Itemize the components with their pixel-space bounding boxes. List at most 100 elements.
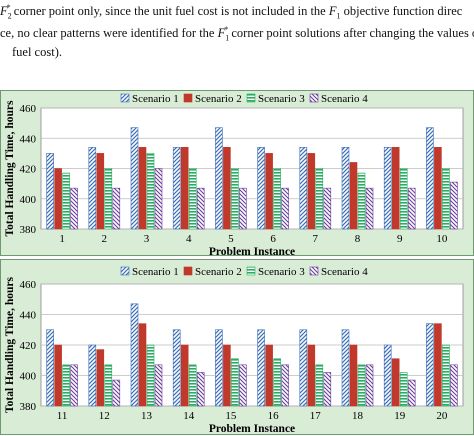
y-tick-label: 380 — [20, 224, 37, 236]
bar-scenario-4 — [196, 372, 205, 407]
bar-scenario-3 — [442, 168, 450, 230]
legend-label: Scenario 4 — [321, 93, 368, 105]
y-tick-label: 420 — [20, 164, 37, 176]
bar-scenario-1 — [426, 323, 434, 407]
bar-scenario-3 — [357, 364, 366, 407]
legend-swatch — [183, 266, 193, 276]
legend-swatch — [120, 266, 130, 276]
legend-label: Scenario 4 — [321, 266, 368, 278]
y-axis-title: Total Handling Time, hours — [4, 100, 16, 236]
bar-scenario-2 — [349, 344, 358, 407]
bar-scenario-3 — [188, 364, 197, 407]
bar-scenario-1 — [383, 147, 392, 230]
bar-scenario-4 — [239, 364, 247, 407]
bar-scenario-2 — [96, 349, 105, 407]
math-sub: 1 — [336, 11, 341, 21]
chart-panel-1: 380 400 420 440 460 Total Handling Time, hour… — [0, 90, 474, 257]
legend-label: Scenario 3 — [258, 266, 305, 278]
math-var: F — [217, 26, 226, 41]
paragraph-line-1: F2* corner point only, since the unit fu… — [0, 0, 474, 25]
bar-scenario-1 — [130, 127, 139, 230]
x-tick-label: 6 — [270, 233, 276, 245]
bar-scenario-4 — [281, 187, 289, 230]
bar-scenario-4 — [154, 168, 163, 230]
y-tick-label: 420 — [20, 340, 37, 352]
bar-scenario-2 — [54, 344, 62, 407]
x-tick-label: 10 — [436, 233, 448, 245]
text-span: fuel cost). — [12, 45, 62, 59]
bar-scenario-4 — [365, 187, 374, 230]
bar-scenario-3 — [357, 172, 366, 230]
x-tick-label: 4 — [186, 233, 192, 245]
bar-scenario-3 — [315, 364, 324, 407]
legend-swatch — [246, 93, 256, 103]
bar-scenario-2 — [349, 162, 358, 230]
x-tick-label: 18 — [352, 410, 364, 422]
bar-scenario-1 — [130, 303, 139, 407]
bar-scenario-4 — [196, 187, 205, 230]
bar-scenario-4 — [112, 187, 121, 230]
x-tick-label: 7 — [313, 233, 319, 245]
bar-scenario-2 — [307, 344, 316, 407]
chart-panel-2: 380 400 420 440 460 Total Handling Time, hour… — [0, 259, 474, 435]
x-tick-label: 14 — [183, 410, 195, 422]
x-axis-title: Problem Instance — [209, 423, 295, 435]
bar-scenario-2 — [180, 344, 189, 407]
text-span: corner point solutions after changing th… — [228, 26, 474, 41]
chart-2-svg: 380 400 420 440 460 Total Handling Time, hour… — [4, 266, 464, 435]
bar-scenario-2 — [138, 323, 147, 407]
bar-scenario-4 — [281, 364, 289, 407]
bar-scenario-2 — [223, 344, 231, 407]
bar-scenario-2 — [307, 153, 316, 230]
bar-scenario-4 — [239, 187, 247, 230]
bar-scenario-2 — [265, 344, 273, 407]
bar-scenario-1 — [426, 127, 434, 230]
bar-scenario-4 — [407, 379, 416, 407]
bar-scenario-1 — [88, 344, 97, 407]
x-tick-label: 11 — [57, 410, 68, 422]
paragraph-line-3: fuel cost). — [12, 44, 474, 60]
bar-scenario-3 — [62, 172, 70, 230]
bar-scenario-4 — [112, 379, 121, 407]
bar-scenario-1 — [46, 329, 54, 407]
math-var: F — [328, 4, 337, 19]
legend-swatch — [120, 93, 130, 103]
legend-swatch — [183, 93, 193, 103]
x-tick-label: 13 — [141, 410, 153, 422]
bar-scenario-2 — [138, 147, 147, 230]
bar-scenario-4 — [450, 181, 458, 230]
math-sup: * — [6, 3, 11, 12]
y-axis-title: Total Handling Time, hours — [4, 277, 16, 413]
x-tick-label: 15 — [225, 410, 237, 422]
x-tick-label: 5 — [228, 233, 234, 245]
bar-scenario-1 — [257, 329, 265, 407]
bar-scenario-4 — [365, 364, 374, 407]
bar-scenario-2 — [434, 323, 442, 407]
bar-scenario-2 — [265, 153, 273, 230]
bar-scenario-2 — [180, 147, 189, 230]
chart-1-svg: 380 400 420 440 460 Total Handling Time, hour… — [4, 93, 464, 257]
text-span: corner point only, since the unit fuel c… — [10, 4, 329, 19]
y-tick-label: 440 — [20, 310, 37, 322]
text-span: objective function direc — [340, 4, 463, 19]
bar-scenario-3 — [104, 168, 113, 230]
bar-scenario-1 — [88, 147, 97, 230]
bar-scenario-2 — [96, 153, 105, 230]
y-tick-label: 460 — [20, 279, 37, 291]
x-tick-label: 3 — [144, 233, 150, 245]
y-tick-label: 440 — [20, 133, 37, 145]
bar-scenario-2 — [434, 147, 442, 230]
bar-scenario-3 — [231, 358, 239, 407]
bar-scenario-1 — [257, 147, 265, 230]
math-sup: * — [224, 25, 229, 34]
legend-swatch — [309, 93, 319, 103]
bar-scenario-2 — [391, 358, 400, 407]
x-tick-label: 9 — [397, 233, 403, 245]
legend-swatch — [246, 266, 256, 276]
bar-scenario-1 — [341, 329, 350, 407]
math-sub: 1 — [225, 33, 230, 43]
legend-swatch — [309, 266, 319, 276]
y-tick-label: 400 — [20, 194, 37, 206]
bar-scenario-1 — [46, 153, 54, 230]
bar-scenario-3 — [62, 364, 70, 407]
